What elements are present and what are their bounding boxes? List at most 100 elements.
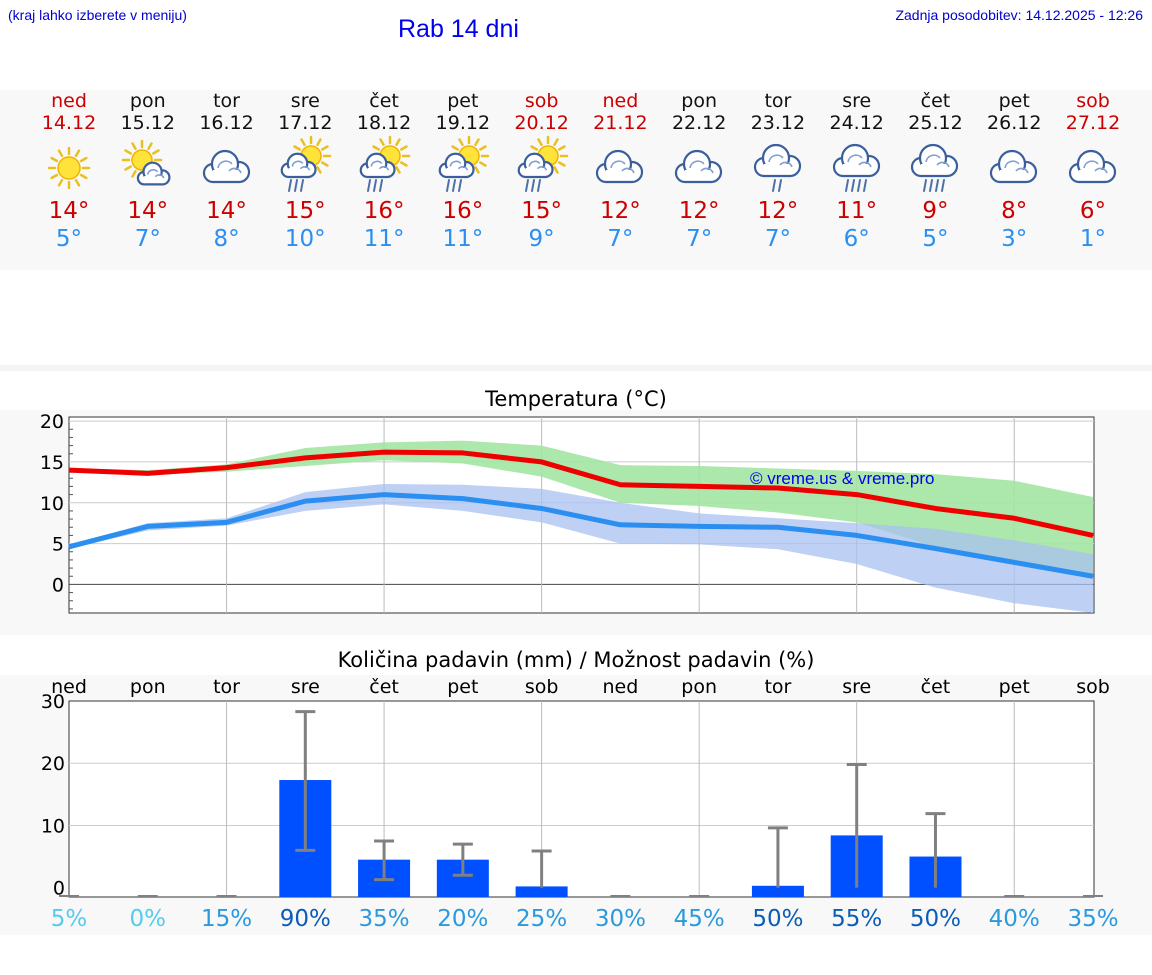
day-column: ned 21.12 12° 7° <box>580 90 660 253</box>
page-title: Rab 14 dni <box>398 15 519 43</box>
precipitation-probability: 15% <box>201 906 252 932</box>
min-temperature: 1° <box>1079 226 1107 252</box>
min-temperature-point <box>934 547 936 549</box>
weather-icon <box>738 134 818 202</box>
cloud-icon <box>990 149 1038 184</box>
y-tick-label: 10 <box>40 493 64 515</box>
min-temperature-point <box>619 524 621 526</box>
day-column: pon 15.12 14° 7° <box>108 90 188 253</box>
weather-icon <box>187 134 267 202</box>
day-name: čet <box>369 90 399 112</box>
day-name: čet <box>920 90 951 112</box>
max-temperature: 14° <box>127 198 169 224</box>
weather-icon <box>974 134 1054 202</box>
min-temperature: 9° <box>528 226 555 252</box>
precipitation-probability: 40% <box>989 906 1040 932</box>
sun-cloud-rain-icon <box>517 135 568 192</box>
day-label: pet <box>999 676 1030 698</box>
min-temperature-point <box>383 494 385 496</box>
sun-icon <box>47 146 91 190</box>
watermark: © vreme.us & vreme.pro <box>750 469 934 488</box>
sun-cloud-icon <box>121 139 171 186</box>
weather-icon <box>423 134 503 202</box>
day-date: 27.12 <box>1065 112 1121 134</box>
day-date: 24.12 <box>829 112 884 134</box>
min-temperature: 10° <box>284 226 326 252</box>
day-date: 14.12 <box>41 112 97 134</box>
day-name: sob <box>524 90 559 112</box>
day-label: čet <box>369 676 399 698</box>
day-column: sre 24.12 11° 6° <box>817 90 897 253</box>
cloud-icon <box>1068 149 1117 184</box>
day-name: pet <box>447 90 479 112</box>
max-temperature-point <box>1013 517 1015 519</box>
day-label: pon <box>130 676 166 698</box>
cloud-rain-icon <box>753 143 802 192</box>
min-temperature: 11° <box>442 226 484 252</box>
day-date: 21.12 <box>593 112 648 134</box>
min-temperature-point <box>462 498 464 500</box>
cloud-heavy-rain-icon <box>832 143 880 192</box>
min-temperature: 7° <box>134 226 161 252</box>
precipitation-probability: 20% <box>437 906 488 932</box>
day-column: pet 26.12 8° 3° <box>974 90 1054 253</box>
max-temperature-point <box>934 507 936 509</box>
y-tick-label: 15 <box>40 452 64 474</box>
precipitation-probability: 35% <box>359 906 410 932</box>
y-tick-label: 0 <box>52 574 64 596</box>
max-temperature-point <box>147 472 149 474</box>
last-update: Zadnja posodobitev: 14.12.2025 - 12:26 <box>895 7 1143 23</box>
precipitation-probability: 35% <box>1067 906 1118 932</box>
day-date: 23.12 <box>750 112 806 134</box>
max-temperature: 12° <box>599 198 641 224</box>
day-label: ned <box>51 676 87 698</box>
max-temperature: 15° <box>521 198 562 224</box>
max-temperature: 6° <box>1079 198 1107 224</box>
max-temperature-point <box>619 484 621 486</box>
day-name: ned <box>602 90 639 112</box>
max-temperature: 8° <box>1001 198 1028 224</box>
precipitation-probability: 25% <box>516 906 567 932</box>
sun-cloud-rain-icon <box>280 135 332 192</box>
weather-icon <box>659 134 739 202</box>
precipitation-probability: 45% <box>674 906 725 932</box>
day-column: sob 20.12 15° 9° <box>502 90 582 253</box>
day-name: sre <box>290 90 320 112</box>
max-temperature: 11° <box>836 198 878 224</box>
precipitation-probability: 50% <box>752 906 803 932</box>
day-column: čet 25.12 9° 5° <box>895 90 975 253</box>
max-temperature: 16° <box>442 198 484 224</box>
weather-icon <box>895 134 975 202</box>
min-temperature-point <box>304 500 306 502</box>
min-temperature-point <box>541 507 543 509</box>
min-temperature: 7° <box>607 226 634 252</box>
min-temperature-point <box>147 525 149 527</box>
max-temperature-point <box>1092 534 1094 536</box>
day-column: tor 16.12 14° 8° <box>187 90 267 253</box>
y-tick-label: 5 <box>52 534 64 556</box>
min-temperature: 3° <box>1001 226 1028 252</box>
precipitation-probability: 5% <box>51 906 88 932</box>
weather-icon <box>29 134 109 202</box>
day-column: čet 18.12 16° 11° <box>344 90 424 253</box>
weather-icon <box>344 134 424 202</box>
weather-icon <box>108 134 188 202</box>
precipitation-chart-title: Količina padavin (mm) / Možnost padavin … <box>337 648 815 672</box>
day-column: ned 14.12 14° 5° <box>29 90 109 253</box>
day-name: tor <box>764 90 792 112</box>
max-temperature: 14° <box>48 198 90 224</box>
precipitation-probability: 90% <box>280 906 331 932</box>
min-temperature-line <box>68 492 1094 579</box>
day-label: tor <box>213 676 240 698</box>
day-label: čet <box>921 676 951 698</box>
day-date: 17.12 <box>278 112 333 134</box>
location-hint: (kraj lahko izberete v meniju) <box>8 7 187 23</box>
weather-icon <box>265 134 345 202</box>
day-label: sre <box>291 676 320 698</box>
cloud-icon <box>675 149 723 184</box>
cloud-icon <box>202 149 250 184</box>
day-name: pet <box>998 90 1030 112</box>
min-temperature: 11° <box>363 226 405 252</box>
y-tick-label: 30 <box>41 691 65 713</box>
max-temperature-point <box>304 457 306 459</box>
